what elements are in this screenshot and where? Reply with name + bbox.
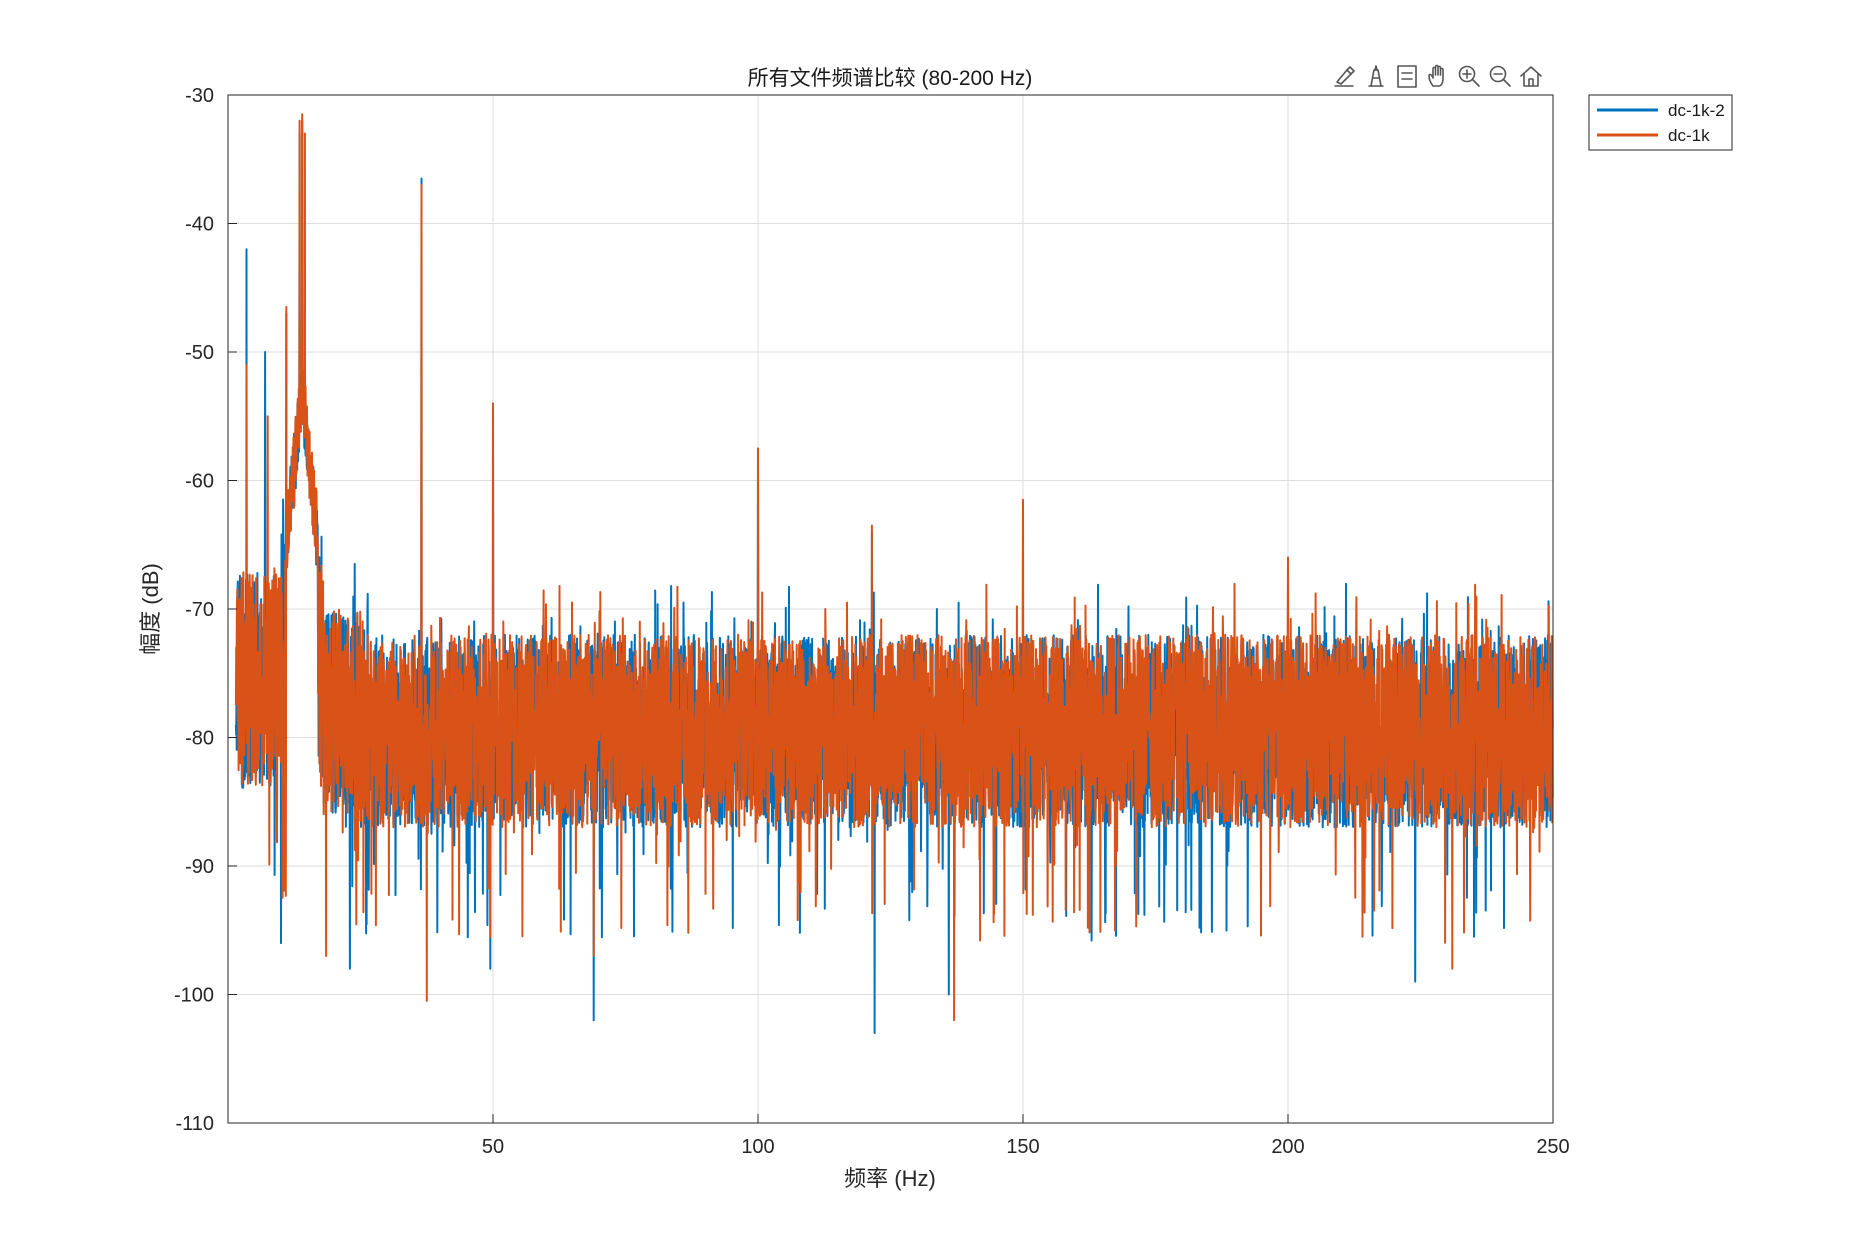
y-tick-label: -70 [185, 599, 214, 621]
x-tick-label: 100 [741, 1136, 774, 1158]
legend-toggle-icon[interactable] [1397, 65, 1417, 88]
chart-title: 所有文件频谱比较 (80-200 Hz) [748, 67, 1033, 90]
y-tick-label: -60 [185, 471, 214, 493]
y-tick-label: -40 [185, 214, 214, 236]
plot-series[interactable] [234, 113, 1554, 1034]
y-tick-label: -110 [175, 1113, 214, 1135]
legend[interactable]: dc-1k-2 dc-1k [1588, 94, 1733, 151]
x-axis-label: 频率 (Hz) [844, 1166, 936, 1191]
x-tick-label: 250 [1536, 1136, 1569, 1158]
zoom-out-icon[interactable] [1489, 65, 1511, 87]
y-tick-labels: -30 -40 -50 -60 -70 -80 -90 -100 -110 [174, 85, 214, 1135]
zoom-in-icon[interactable] [1458, 65, 1480, 87]
data-tips-icon[interactable] [1368, 65, 1384, 87]
legend-box [1588, 94, 1733, 151]
tick-marks [228, 94, 1554, 1124]
y-tick-label: -100 [174, 985, 214, 1007]
legend-entries: dc-1k-2 dc-1k [1597, 101, 1725, 145]
y-tick-label: -90 [185, 856, 214, 878]
x-tick-labels: 50 100 150 200 250 [482, 1136, 1570, 1158]
y-tick-label: -50 [185, 342, 214, 364]
brush-icon[interactable] [1334, 66, 1355, 87]
y-tick-label: -80 [185, 728, 214, 750]
pan-hand-icon[interactable] [1428, 64, 1444, 87]
x-tick-label: 200 [1271, 1136, 1304, 1158]
x-tick-label: 150 [1006, 1136, 1039, 1158]
legend-label: dc-1k [1668, 126, 1710, 145]
axes-toolbar[interactable] [1334, 64, 1542, 88]
y-tick-label: -30 [185, 85, 214, 107]
home-icon[interactable] [1520, 66, 1542, 87]
legend-label: dc-1k-2 [1668, 101, 1725, 120]
x-tick-label: 50 [482, 1136, 504, 1158]
y-axis-label: 幅度 (dB) [138, 563, 163, 655]
series-line-dc-1k [234, 113, 1554, 1022]
